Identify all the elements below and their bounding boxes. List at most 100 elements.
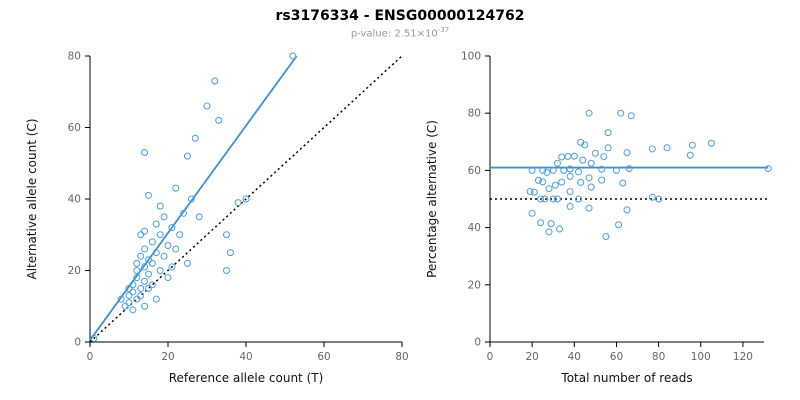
data-point [137, 252, 145, 260]
data-point [160, 252, 168, 260]
data-point [623, 206, 631, 214]
data-point [663, 144, 671, 152]
x-tick-label: 40 [568, 351, 581, 363]
data-point [129, 288, 137, 296]
data-point [541, 195, 549, 203]
x-tick-label: 120 [733, 351, 753, 363]
x-tick-label: 40 [239, 351, 252, 363]
data-point [145, 284, 152, 292]
data-point [117, 295, 125, 303]
data-point [528, 209, 536, 217]
data-point [549, 166, 557, 174]
x-axis-title: Reference allele count (T) [169, 371, 324, 385]
data-point [627, 112, 635, 120]
data-point [160, 213, 168, 221]
data-point [148, 238, 156, 246]
data-point [539, 178, 547, 186]
data-point [549, 195, 557, 203]
data-point [184, 259, 191, 267]
data-point [137, 284, 145, 292]
data-point [223, 231, 230, 239]
data-point [764, 165, 772, 173]
data-point [619, 179, 627, 187]
data-point [604, 144, 612, 152]
data-point [575, 195, 583, 203]
data-point [570, 152, 578, 160]
data-point [90, 334, 98, 342]
data-point [234, 199, 242, 207]
data-point [564, 152, 572, 160]
data-point [172, 245, 180, 253]
data-point [707, 139, 715, 147]
data-point [145, 256, 152, 264]
data-point [168, 224, 176, 232]
data-point [141, 302, 149, 310]
y-axis-title: Alternative allele count (C) [25, 119, 39, 280]
data-point [577, 178, 585, 186]
data-point [148, 259, 156, 267]
data-point [125, 292, 133, 300]
data-point [566, 202, 574, 210]
data-point [121, 302, 129, 310]
data-point [566, 172, 574, 180]
data-point [625, 165, 633, 173]
data-point [551, 181, 559, 189]
charts-row: 0 20 40 60 80 0 20 40 60 80 Reference allele count… [18, 44, 780, 394]
x-tick-label: 60 [610, 351, 623, 363]
y-tick-label: 100 [461, 51, 481, 63]
x-tick-label: 100 [691, 351, 711, 363]
x-axis-title: Total number of reads [560, 371, 692, 385]
y-tick-label: 80 [68, 51, 81, 63]
data-point [223, 267, 230, 274]
y-tick-label: 0 [474, 337, 481, 349]
data-point [156, 231, 164, 239]
x-tick-label: 0 [87, 351, 94, 363]
data-point [164, 241, 172, 249]
data-point [226, 249, 234, 257]
data-point [195, 213, 203, 221]
data-point [537, 195, 545, 203]
right-scatter-chart: 0 20 40 60 80 100 120 0 20 40 60 80 100 Total number … [425, 51, 772, 385]
data-point [133, 259, 141, 267]
data-point [242, 195, 250, 203]
data-point [623, 149, 631, 157]
y-axis-title: Percentage alternative (C) [425, 120, 439, 278]
data-point [648, 145, 656, 153]
data-point [526, 188, 534, 196]
data-point [547, 220, 555, 228]
left-scatter-chart: 0 20 40 60 80 0 20 40 60 80 Reference allele count… [25, 51, 409, 386]
data-point [215, 116, 223, 124]
data-point [125, 299, 133, 307]
data-point [156, 267, 164, 274]
data-point [152, 249, 160, 257]
data-point [581, 141, 589, 149]
data-point [537, 219, 545, 227]
x-tick-label: 60 [317, 351, 330, 363]
data-point [587, 159, 595, 167]
data-point [558, 153, 566, 161]
data-point [289, 52, 297, 60]
data-point [191, 134, 199, 142]
data-point [129, 281, 137, 289]
data-point [686, 151, 694, 159]
data-point [133, 295, 141, 303]
fit-line [89, 55, 298, 341]
x-tick-label: 0 [487, 351, 494, 363]
data-point [141, 227, 149, 235]
data-point [543, 168, 551, 176]
data-point [137, 292, 145, 300]
data-point [591, 149, 599, 157]
data-point [145, 270, 152, 278]
data-point [141, 149, 149, 157]
data-point [141, 277, 149, 285]
data-point [545, 185, 553, 193]
data-point [125, 284, 133, 292]
data-point [176, 231, 184, 239]
chart-header: rs3176334 - ENSG00000124762 p-value: 2.5… [0, 0, 800, 39]
data-point [617, 109, 625, 117]
data-point [172, 184, 180, 192]
y-tick-label: 0 [74, 337, 81, 349]
data-point [187, 195, 195, 203]
data-point [168, 263, 176, 271]
